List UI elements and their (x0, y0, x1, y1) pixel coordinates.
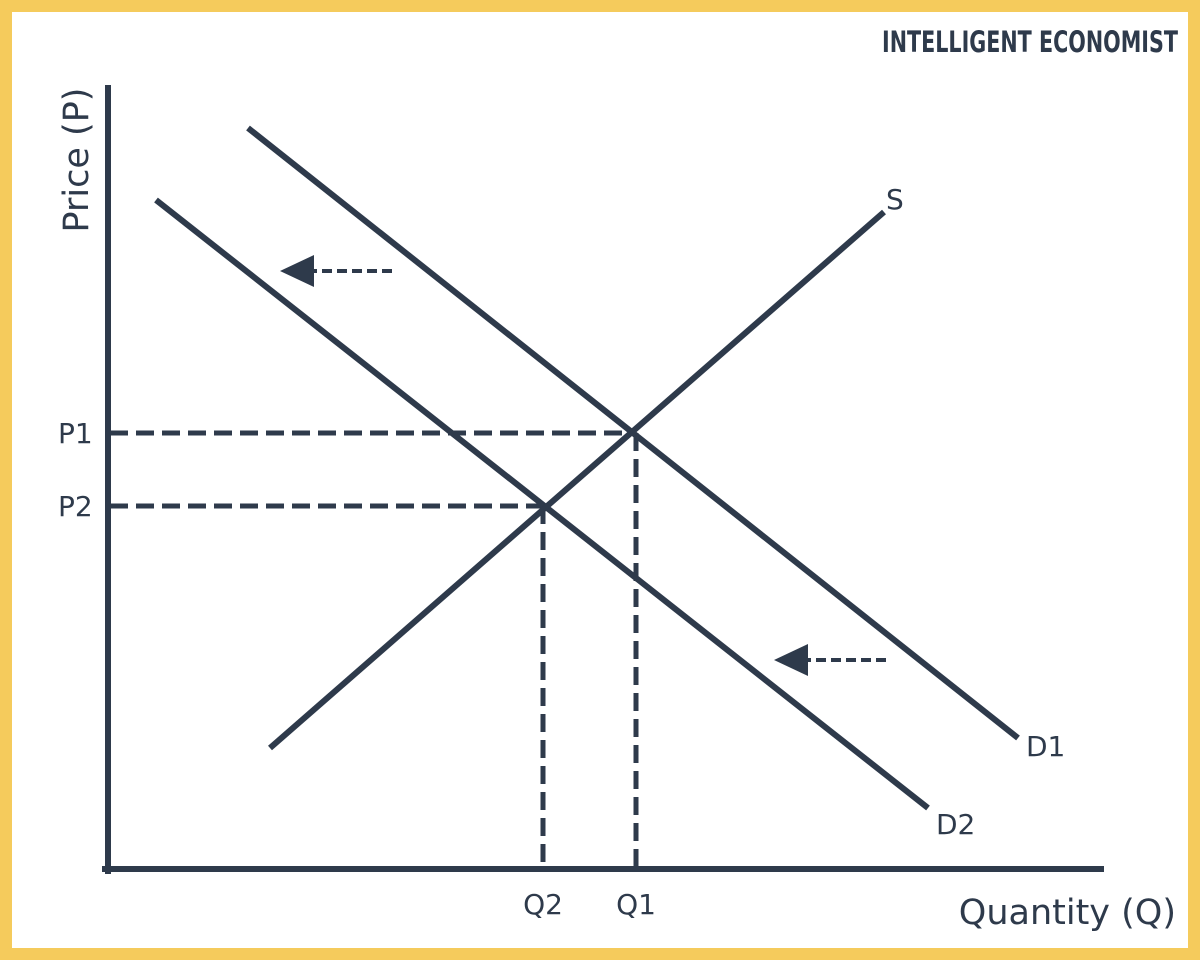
shift-arrow-upper (280, 255, 392, 287)
arrow-left-icon (774, 644, 808, 676)
supply-label: S (886, 183, 904, 216)
p2-label: P2 (58, 490, 93, 523)
p1-label: P1 (58, 417, 93, 450)
arrow-left-icon (280, 255, 314, 287)
diagram-frame: INTELLIGENT ECONOMIST Price (P) Quantity… (12, 12, 1188, 948)
brand-logo-text: INTELLIGENT ECONOMIST (882, 25, 1178, 59)
supply-curve-s (268, 209, 886, 751)
x-axis-title: Quantity (Q) (959, 893, 1176, 933)
y-axis-title: Price (P) (57, 88, 97, 233)
demand-d1-label: D1 (1026, 730, 1065, 763)
shift-arrow-lower (774, 644, 886, 676)
supply-demand-diagram: INTELLIGENT ECONOMIST Price (P) Quantity… (57, 25, 1178, 933)
demand-d2-label: D2 (936, 808, 975, 841)
q1-label: Q1 (616, 888, 656, 921)
demand-curve-d2 (154, 197, 930, 811)
q2-label: Q2 (523, 888, 563, 921)
